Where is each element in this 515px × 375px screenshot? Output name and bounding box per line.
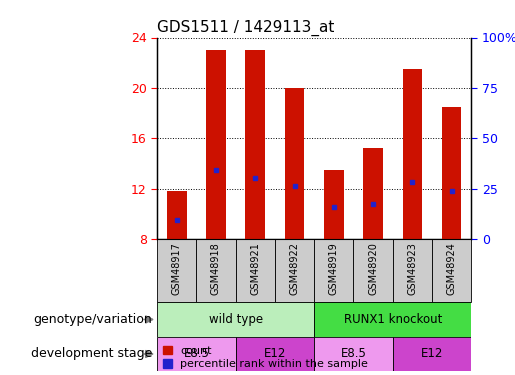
Text: E12: E12 bbox=[421, 348, 443, 360]
Bar bbox=[324, 170, 344, 239]
FancyBboxPatch shape bbox=[157, 239, 196, 302]
Text: GSM48924: GSM48924 bbox=[447, 242, 457, 295]
Bar bbox=[403, 69, 422, 239]
FancyBboxPatch shape bbox=[314, 337, 392, 371]
Text: GSM48918: GSM48918 bbox=[211, 242, 221, 295]
Text: E12: E12 bbox=[264, 348, 286, 360]
Text: RUNX1 knockout: RUNX1 knockout bbox=[344, 313, 442, 326]
Bar bbox=[206, 50, 226, 239]
Text: GDS1511 / 1429113_at: GDS1511 / 1429113_at bbox=[157, 20, 334, 36]
Bar bbox=[167, 191, 186, 239]
Legend: count, percentile rank within the sample: count, percentile rank within the sample bbox=[163, 346, 368, 369]
FancyBboxPatch shape bbox=[314, 239, 353, 302]
Text: GSM48920: GSM48920 bbox=[368, 242, 378, 295]
Text: E8.5: E8.5 bbox=[340, 348, 366, 360]
Text: GSM48917: GSM48917 bbox=[171, 242, 182, 295]
Text: E8.5: E8.5 bbox=[183, 348, 209, 360]
Text: wild type: wild type bbox=[209, 313, 263, 326]
FancyBboxPatch shape bbox=[314, 302, 471, 337]
FancyBboxPatch shape bbox=[236, 337, 314, 371]
Bar bbox=[363, 148, 383, 239]
Bar bbox=[285, 88, 304, 239]
FancyBboxPatch shape bbox=[157, 337, 236, 371]
Text: GSM48922: GSM48922 bbox=[289, 242, 300, 295]
FancyBboxPatch shape bbox=[275, 239, 314, 302]
FancyBboxPatch shape bbox=[392, 239, 432, 302]
Text: genotype/variation: genotype/variation bbox=[33, 313, 152, 326]
Text: GSM48923: GSM48923 bbox=[407, 242, 417, 295]
FancyBboxPatch shape bbox=[432, 239, 471, 302]
FancyBboxPatch shape bbox=[353, 239, 392, 302]
FancyBboxPatch shape bbox=[157, 302, 314, 337]
Bar bbox=[442, 107, 461, 239]
Text: development stage: development stage bbox=[30, 348, 152, 360]
FancyBboxPatch shape bbox=[196, 239, 236, 302]
FancyBboxPatch shape bbox=[392, 337, 471, 371]
Text: GSM48921: GSM48921 bbox=[250, 242, 260, 295]
FancyBboxPatch shape bbox=[236, 239, 275, 302]
Bar bbox=[246, 50, 265, 239]
Text: GSM48919: GSM48919 bbox=[329, 242, 339, 295]
